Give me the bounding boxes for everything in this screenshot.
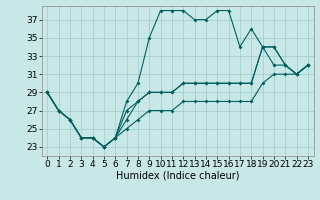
- X-axis label: Humidex (Indice chaleur): Humidex (Indice chaleur): [116, 171, 239, 181]
